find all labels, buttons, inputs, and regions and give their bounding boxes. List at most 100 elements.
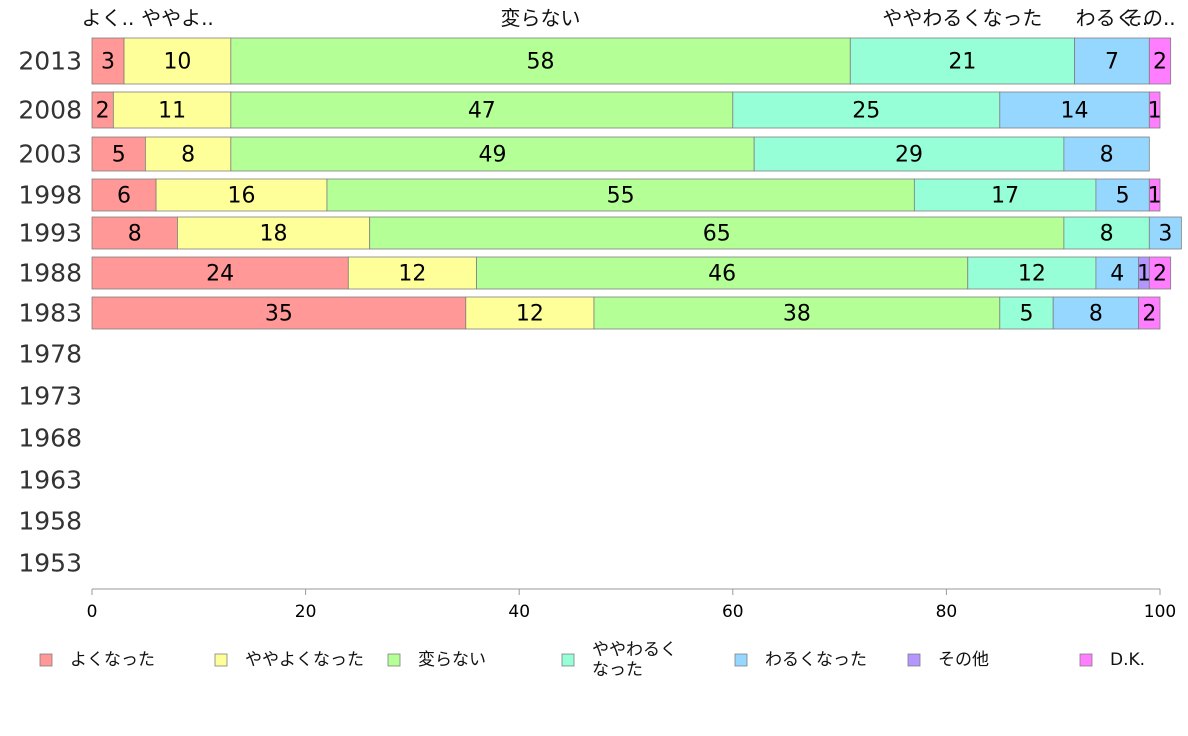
bar-value-label: 4: [1110, 262, 1124, 287]
bar-segment: [230, 136, 755, 172]
series-header: 変らない: [501, 6, 581, 30]
legend-swatch: [561, 653, 575, 667]
bar-value-label: 8: [1100, 222, 1114, 247]
bar-value-label: 2: [96, 99, 110, 124]
bar-segment: [1074, 37, 1150, 85]
year-label: 1963: [18, 466, 82, 495]
bar-value-label: 2: [1142, 302, 1156, 327]
bar-value-label: 7: [1105, 50, 1119, 75]
bar-value-label: 2: [1153, 50, 1167, 75]
bar-segment: [230, 91, 734, 129]
year-label: 2003: [18, 140, 82, 169]
bar-value-label: 12: [516, 302, 544, 327]
bar-value-label: 12: [1018, 262, 1046, 287]
bar-value-label: 8: [181, 143, 195, 168]
bar-value-label: 2: [1153, 262, 1167, 287]
bar-value-label: 8: [128, 222, 142, 247]
bar-value-label: 5: [1020, 302, 1034, 327]
legend-swatch: [1079, 653, 1093, 667]
series-headers: よく.. ややよ.. 変らない ややわるくなった わるく..その..: [82, 6, 1176, 30]
bar-value-label: 3: [1158, 222, 1172, 247]
bar-segment: [1095, 178, 1150, 212]
legend-swatch: [907, 653, 921, 667]
year-label: 2013: [18, 47, 82, 76]
bar-value-label: 46: [708, 262, 736, 287]
bar-segment: [1148, 37, 1172, 85]
bar-value-label: 55: [607, 184, 635, 209]
bar-value-label: 35: [265, 302, 293, 327]
bar-value-label: 49: [479, 143, 507, 168]
bar-segment: [1095, 256, 1140, 290]
bar-value-label: 18: [260, 222, 288, 247]
bar-segment: [1148, 216, 1182, 250]
x-tick-label: 100: [1144, 602, 1176, 622]
bar-value-label: 29: [895, 143, 923, 168]
bar-value-label: 11: [158, 99, 186, 124]
bar-segment: [1052, 296, 1140, 330]
legend-swatch: [214, 653, 228, 667]
series-header: わるく..: [1076, 6, 1149, 30]
year-label: 1973: [18, 382, 82, 411]
bar-value-label: 5: [112, 143, 126, 168]
legend-label: その他: [938, 650, 989, 670]
bar-value-label: 21: [948, 50, 976, 75]
bar-segment: [593, 296, 1001, 330]
x-tick-label: 60: [722, 602, 744, 622]
bar-value-label: 6: [117, 184, 131, 209]
bar-segment: [849, 37, 1075, 85]
bar-value-label: 1: [1137, 262, 1151, 287]
bar-value-label: 8: [1100, 143, 1114, 168]
bar-segment: [369, 216, 1065, 250]
bar-segment: [1148, 91, 1161, 129]
legend-swatch: [734, 653, 748, 667]
bar-segment: [91, 178, 157, 212]
year-label: 1998: [18, 181, 82, 210]
bar-segment: [91, 256, 349, 290]
x-axis: 0 20 40 60 80 100: [87, 588, 1176, 622]
bar-value-label: 1: [1148, 99, 1162, 124]
bar-segment: [732, 91, 1001, 129]
bar-value-label: 65: [703, 222, 731, 247]
bar-segment: [1148, 178, 1161, 212]
series-header: ややよ..: [141, 6, 214, 30]
bars: 3 10 58 21 7 22 11 47 25 14 15 8 49 29 86 16 55 17 5 18 18 65…: [91, 37, 1182, 330]
bar-segment: [347, 256, 477, 290]
bar-value-label: 24: [206, 262, 234, 287]
bar-segment: [753, 136, 1065, 172]
bar-value-label: 8: [1089, 302, 1103, 327]
bar-value-label: 14: [1061, 99, 1089, 124]
bar-segment: [123, 37, 232, 85]
x-tick-label: 0: [87, 602, 98, 622]
x-tick-label: 20: [295, 602, 317, 622]
bar-segment: [476, 256, 969, 290]
year-label: 1978: [18, 340, 82, 369]
year-label: 1958: [18, 507, 82, 536]
legend-swatch: [39, 653, 53, 667]
bar-segment: [1148, 256, 1172, 290]
bar-value-label: 17: [991, 184, 1019, 209]
bar-value-label: 10: [163, 50, 191, 75]
bar-value-label: 5: [1116, 184, 1130, 209]
year-label: 1953: [18, 549, 82, 578]
bar-segment: [465, 296, 595, 330]
bar-segment: [91, 37, 125, 85]
bar-value-label: 16: [228, 184, 256, 209]
legend-label: よくなった: [70, 650, 155, 670]
bar-segment: [999, 91, 1150, 129]
bar-value-label: 3: [101, 50, 115, 75]
bar-segment: [999, 296, 1054, 330]
legend-label: D.K.: [1110, 650, 1145, 670]
year-label: 1983: [18, 299, 82, 328]
bar-segment: [144, 136, 232, 172]
year-label: 1988: [18, 259, 82, 288]
bar-segment: [230, 37, 851, 85]
bar-value-label: 1: [1148, 184, 1162, 209]
bar-segment: [177, 216, 371, 250]
legend-label: 変らない: [418, 650, 486, 670]
bar-segment: [1138, 296, 1161, 330]
bar-value-label: 58: [527, 50, 555, 75]
legend-swatch: [387, 653, 401, 667]
bar-segment: [967, 256, 1097, 290]
bar-segment: [1063, 216, 1150, 250]
